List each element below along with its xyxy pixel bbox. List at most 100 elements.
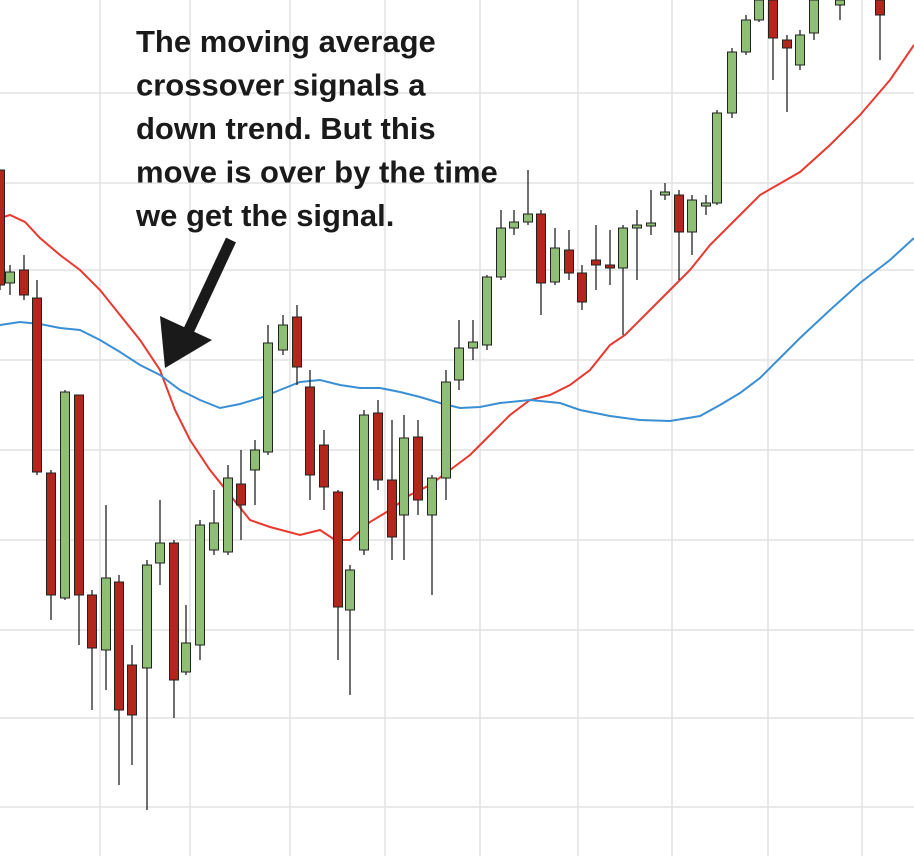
candle bbox=[835, 0, 845, 20]
candle-body bbox=[427, 477, 437, 516]
candle-body bbox=[835, 0, 845, 6]
candle-body bbox=[305, 386, 315, 476]
candle bbox=[263, 325, 273, 455]
candle-body bbox=[60, 391, 70, 599]
annotation: The moving average crossover signals a dow… bbox=[135, 24, 498, 233]
arrow bbox=[160, 237, 236, 368]
candle bbox=[236, 450, 246, 540]
candle-body bbox=[263, 342, 273, 453]
candle bbox=[19, 255, 29, 300]
candle-body bbox=[482, 276, 492, 346]
candle-body bbox=[373, 412, 383, 481]
candle bbox=[782, 35, 792, 112]
candle-body bbox=[195, 524, 205, 646]
candle-body bbox=[169, 542, 179, 681]
candle-body bbox=[468, 341, 478, 349]
candle bbox=[101, 505, 111, 690]
candle bbox=[127, 645, 137, 765]
candle bbox=[496, 210, 506, 280]
candle bbox=[687, 195, 697, 255]
candle bbox=[387, 420, 397, 560]
candle-body bbox=[605, 264, 615, 269]
candle bbox=[441, 370, 451, 500]
candle-body bbox=[591, 259, 601, 266]
moving-averages bbox=[0, 44, 914, 541]
candle-body bbox=[441, 381, 451, 479]
arrow-shaft bbox=[183, 237, 236, 335]
moving-average-line bbox=[0, 44, 914, 541]
candle-body bbox=[292, 316, 302, 368]
candle bbox=[795, 30, 805, 70]
candle-body bbox=[727, 51, 737, 114]
candle-body bbox=[101, 577, 111, 651]
moving-average-line bbox=[0, 237, 914, 423]
candle bbox=[875, 0, 885, 60]
candle-body bbox=[114, 581, 124, 711]
candle-body bbox=[345, 569, 355, 611]
candle-body bbox=[181, 642, 191, 673]
candle bbox=[114, 575, 124, 785]
candle-body bbox=[754, 0, 764, 21]
candle-body bbox=[236, 483, 246, 506]
candle-body bbox=[278, 324, 288, 351]
candle bbox=[768, 0, 778, 80]
candle bbox=[181, 605, 191, 675]
candle-body bbox=[564, 249, 574, 274]
candle-body bbox=[550, 247, 560, 283]
candle bbox=[5, 265, 15, 295]
annotation-line: down trend. But this bbox=[136, 111, 436, 146]
candle bbox=[605, 230, 615, 285]
candle-body bbox=[875, 0, 885, 16]
candle bbox=[482, 275, 492, 350]
candle bbox=[660, 183, 670, 200]
candle-body bbox=[250, 449, 260, 471]
candle bbox=[427, 475, 437, 595]
candle bbox=[223, 465, 233, 555]
candle-body bbox=[712, 112, 722, 204]
candle-body bbox=[155, 542, 165, 564]
candle-body bbox=[768, 0, 778, 39]
candle bbox=[359, 410, 369, 555]
candle bbox=[87, 590, 97, 710]
candle-body bbox=[0, 169, 5, 286]
candle bbox=[142, 560, 152, 810]
candle bbox=[333, 490, 343, 660]
candle bbox=[278, 315, 288, 355]
candle-body bbox=[687, 199, 697, 233]
candle-body bbox=[333, 491, 343, 608]
candle bbox=[0, 169, 5, 290]
candle bbox=[345, 565, 355, 695]
candle bbox=[577, 265, 587, 310]
candle bbox=[701, 195, 711, 215]
candle bbox=[741, 15, 751, 55]
candle bbox=[74, 394, 84, 645]
candle bbox=[618, 225, 628, 335]
candle-body bbox=[523, 213, 533, 223]
candle bbox=[305, 370, 315, 500]
candle-body bbox=[701, 202, 711, 207]
candle-body bbox=[413, 436, 423, 501]
candle-body bbox=[660, 191, 670, 196]
candle bbox=[536, 210, 546, 315]
candle bbox=[373, 400, 383, 490]
candle bbox=[454, 320, 464, 390]
candle bbox=[46, 470, 56, 620]
candle bbox=[591, 225, 601, 290]
candle-body bbox=[536, 213, 546, 284]
candle bbox=[632, 210, 642, 280]
candle bbox=[550, 228, 560, 285]
candle bbox=[169, 540, 179, 718]
candle-body bbox=[454, 347, 464, 381]
candle-body bbox=[646, 222, 656, 227]
candle-body bbox=[209, 522, 219, 551]
candle bbox=[809, 0, 819, 40]
candle bbox=[60, 390, 70, 600]
candle bbox=[195, 520, 205, 660]
annotation-line: crossover signals a bbox=[136, 68, 426, 103]
candle-body bbox=[741, 19, 751, 53]
candle-body bbox=[509, 221, 519, 229]
annotation-line: The moving average bbox=[136, 24, 436, 59]
candle bbox=[399, 415, 409, 560]
candle-body bbox=[577, 272, 587, 303]
